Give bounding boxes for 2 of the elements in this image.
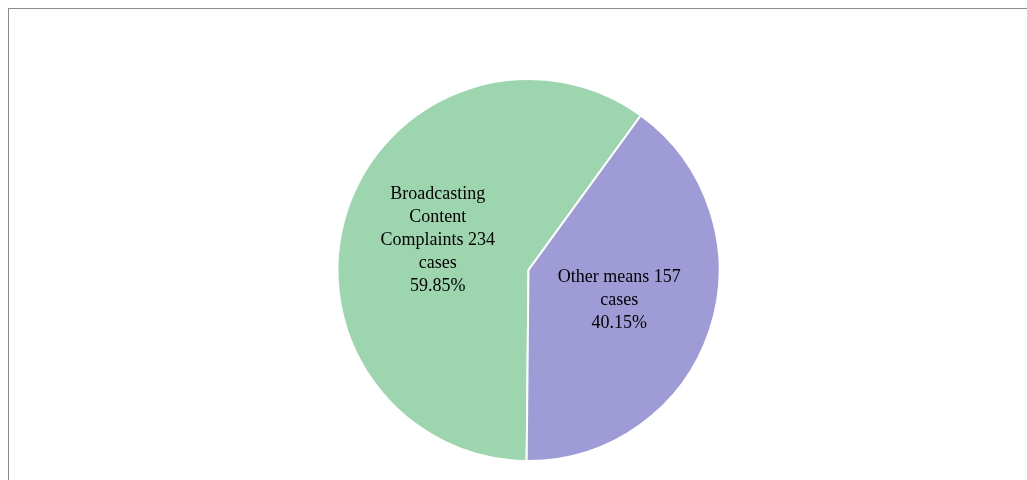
slice-label: Broadcasting Content Complaints 234 cases 59.85%: [380, 182, 496, 295]
slice-label: Other means 157 cases 40.15%: [557, 265, 681, 332]
